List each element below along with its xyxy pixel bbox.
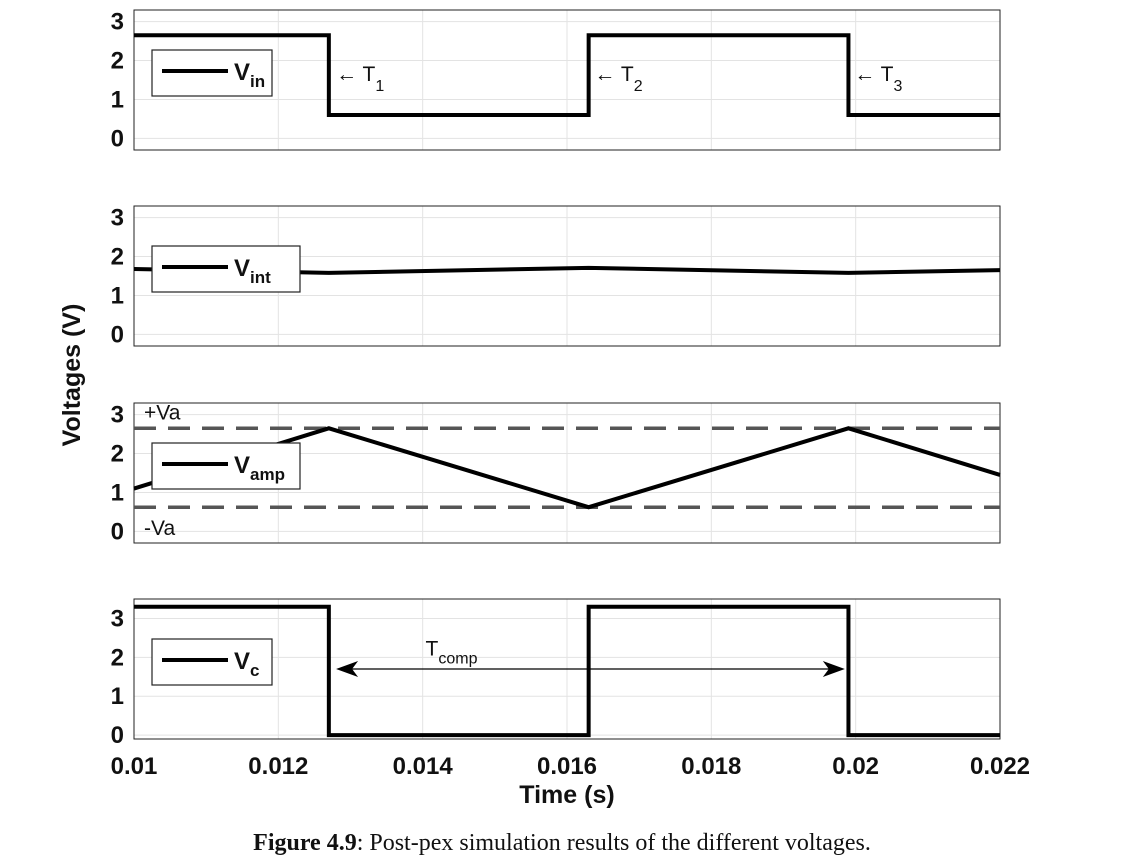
subplot-3: 0 1 2 3 +Va -Va Vamp — [111, 401, 1001, 545]
series-line-Vc — [134, 604, 1000, 738]
x-tick-label: 0.02 — [832, 753, 879, 780]
plot-frame — [133, 9, 1001, 151]
annotation-label: ← T1 — [336, 63, 384, 95]
legend-label: Vc — [234, 648, 259, 680]
annotation-label: ← T2 — [594, 63, 642, 95]
y-tick-label: 2 — [111, 244, 124, 271]
reference-line-label: -Va — [144, 517, 175, 540]
y-tick-label: 1 — [111, 479, 124, 506]
subplot-1: 0 1 2 3 ← T1 ← T2 ← T3 Vin — [111, 9, 1001, 152]
y-tick-label: 1 — [111, 282, 124, 309]
annotation-label: ← T3 — [854, 63, 902, 95]
y-tick-label: 3 — [111, 205, 124, 232]
subplot-2: 0 1 2 3 Vint — [111, 205, 1001, 348]
caption-text: : Post-pex simulation results of the dif… — [356, 830, 871, 856]
y-axis-title: Voltages (V) — [58, 304, 86, 447]
plot-frame — [133, 205, 1001, 347]
x-tick-label: 0.01 — [111, 753, 158, 780]
legend-label: Vamp — [234, 452, 285, 484]
x-tick-label: 0.012 — [248, 753, 308, 780]
figure-caption: Figure 4.9: Post-pex simulation results … — [0, 830, 1124, 857]
x-tick-label: 0.018 — [681, 753, 741, 780]
y-tick-label: 0 — [111, 125, 124, 152]
y-tick-label: 3 — [111, 402, 124, 429]
y-tick-label: 2 — [111, 441, 124, 468]
arrow-head-right — [822, 661, 845, 677]
y-tick-label: 0 — [111, 321, 124, 348]
caption-label: Figure 4.9 — [253, 830, 357, 856]
y-tick-label: 1 — [111, 86, 124, 113]
arrow-head-left — [336, 661, 359, 677]
x-tick-label: 0.022 — [970, 753, 1030, 780]
x-tick-label: 0.014 — [393, 753, 454, 780]
y-tick-label: 3 — [111, 9, 124, 36]
x-tick-label: 0.016 — [537, 753, 597, 780]
subplot-4: 0 1 2 3 Tcomp Vc — [111, 598, 1001, 749]
y-tick-label: 1 — [111, 683, 124, 710]
y-tick-label: 3 — [111, 605, 124, 632]
y-tick-label: 2 — [111, 644, 124, 671]
legend-label: Vin — [234, 59, 265, 91]
series-line-Vin — [134, 33, 1000, 117]
plot-frame — [133, 598, 1001, 740]
x-axis-title: Time (s) — [519, 781, 614, 809]
reference-line-label: +Va — [144, 401, 181, 424]
arrow-annotation-label: Tcomp — [426, 637, 478, 667]
y-tick-label: 2 — [111, 48, 124, 75]
legend-label: Vint — [234, 255, 271, 287]
y-tick-label: 0 — [111, 518, 124, 545]
y-tick-label: 0 — [111, 722, 124, 749]
